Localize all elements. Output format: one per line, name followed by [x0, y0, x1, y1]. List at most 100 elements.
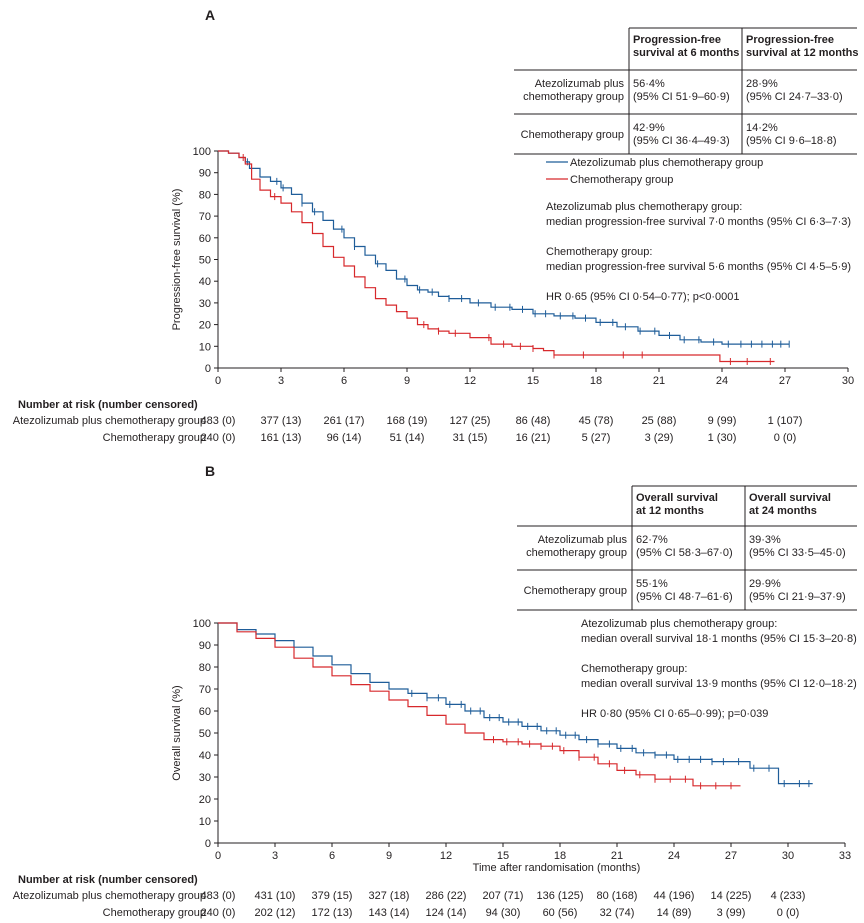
- risk-row-label: Chemotherapy group: [103, 432, 206, 444]
- y-tick-label: 100: [193, 146, 211, 158]
- y-tick-label: 10: [199, 816, 211, 828]
- y-tick-label: 40: [199, 276, 211, 288]
- series-line-chemo: [218, 622, 741, 787]
- y-tick-label: 80: [199, 662, 211, 674]
- annotation: Atezolizumab plus chemotherapy group:: [546, 201, 742, 213]
- x-tick-label: 6: [341, 375, 347, 387]
- risk-value: 379 (15): [312, 890, 353, 902]
- x-tick-label: 6: [329, 850, 335, 862]
- y-tick-label: 0: [205, 363, 211, 375]
- x-tick-label: 12: [440, 850, 452, 862]
- y-tick-label: 90: [199, 640, 211, 652]
- annotation: HR 0·80 (95% CI 0·65–0·99); p=0·039: [581, 708, 768, 720]
- table-row-label: Atezolizumab plus chemotherapy group: [523, 78, 624, 103]
- risk-value: 136 (125): [536, 890, 583, 902]
- table-cell: 55·1% (95% CI 48·7–61·6): [636, 578, 733, 603]
- risk-value: 168 (19): [387, 415, 428, 427]
- x-tick-label: 24: [716, 375, 728, 387]
- y-tick-label: 30: [199, 298, 211, 310]
- x-tick-label: 3: [278, 375, 284, 387]
- risk-value: 3 (29): [645, 432, 674, 444]
- x-tick-label: 27: [725, 850, 737, 862]
- x-tick-label: 3: [272, 850, 278, 862]
- y-tick-label: 10: [199, 341, 211, 353]
- risk-value: 0 (0): [777, 907, 800, 919]
- annotation: median overall survival 18·1 months (95%…: [581, 633, 857, 645]
- risk-value: 202 (12): [255, 907, 296, 919]
- survival-table: Progression-free survival at 6 months Prog…: [514, 27, 859, 155]
- risk-value: 44 (196): [654, 890, 695, 902]
- series-line-chemo: [218, 150, 775, 363]
- table-cell: 28·9% (95% CI 24·7–33·0): [746, 78, 843, 103]
- table-row-label: Chemotherapy group: [524, 585, 627, 597]
- risk-value: 0 (0): [774, 432, 797, 444]
- risk-value: 16 (21): [516, 432, 551, 444]
- risk-value: 25 (88): [642, 415, 677, 427]
- x-tick-label: 9: [404, 375, 410, 387]
- table-header: Overall survival at 24 months: [749, 492, 831, 517]
- panel-label: A: [205, 7, 215, 23]
- x-tick-label: 27: [779, 375, 791, 387]
- table-row-label: Atezolizumab plus chemotherapy group: [526, 534, 627, 559]
- risk-value: 51 (14): [390, 432, 425, 444]
- table-cell: 62·7% (95% CI 58·3–67·0): [636, 534, 733, 559]
- x-tick-label: 12: [464, 375, 476, 387]
- y-tick-label: 90: [199, 168, 211, 180]
- table-header: Progression-free survival at 12 months: [746, 34, 859, 59]
- risk-value: 124 (14): [426, 907, 467, 919]
- x-tick-label: 15: [497, 850, 509, 862]
- risk-value: 286 (22): [426, 890, 467, 902]
- risk-value: 45 (78): [579, 415, 614, 427]
- annotation: Chemotherapy group:: [581, 663, 687, 675]
- risk-value: 31 (15): [453, 432, 488, 444]
- x-tick-label: 24: [668, 850, 680, 862]
- risk-value: 240 (0): [201, 432, 236, 444]
- annotation: HR 0·65 (95% CI 0·54–0·77); p<0·0001: [546, 291, 740, 303]
- annotation: Atezolizumab plus chemotherapy group:: [581, 618, 777, 630]
- risk-value: 240 (0): [201, 907, 236, 919]
- risk-value: 14 (225): [711, 890, 752, 902]
- x-tick-label: 30: [842, 375, 854, 387]
- annotation: median progression-free survival 7·0 mon…: [546, 216, 851, 228]
- y-tick-label: 40: [199, 750, 211, 762]
- y-axis-label: Overall survival (%): [171, 685, 183, 780]
- risk-value: 4 (233): [771, 890, 806, 902]
- series-line-atezo: [218, 622, 813, 785]
- risk-value: 161 (13): [261, 432, 302, 444]
- risk-value: 483 (0): [201, 890, 236, 902]
- risk-row-label: Atezolizumab plus chemotherapy group: [13, 890, 206, 902]
- x-tick-label: 0: [215, 850, 221, 862]
- x-tick-label: 15: [527, 375, 539, 387]
- y-tick-label: 30: [199, 772, 211, 784]
- series-line-atezo: [218, 150, 790, 345]
- table-cell: 56·4% (95% CI 51·9–60·9): [633, 78, 730, 103]
- table-cell: 42·9% (95% CI 36·4–49·3): [633, 122, 730, 147]
- y-tick-label: 50: [199, 255, 211, 267]
- panel-label: B: [205, 463, 215, 479]
- risk-value: 9 (99): [708, 415, 737, 427]
- risk-value: 60 (56): [543, 907, 578, 919]
- risk-value: 327 (18): [369, 890, 410, 902]
- risk-value: 1 (30): [708, 432, 737, 444]
- table-cell: 14·2% (95% CI 9·6–18·8): [746, 122, 837, 147]
- risk-value: 377 (13): [261, 415, 302, 427]
- annotation: median progression-free survival 5·6 mon…: [546, 261, 851, 273]
- risk-table-title: Number at risk (number censored): [18, 399, 198, 411]
- table-cell: 39·3% (95% CI 33·5–45·0): [749, 534, 846, 559]
- y-tick-label: 50: [199, 728, 211, 740]
- survival-table: Overall survival at 12 months Overall surv…: [517, 485, 857, 611]
- risk-table-title: Number at risk (number censored): [18, 874, 198, 886]
- risk-value: 1 (107): [768, 415, 803, 427]
- risk-value: 14 (89): [657, 907, 692, 919]
- risk-row-label: Chemotherapy group: [103, 907, 206, 919]
- table-header: Overall survival at 12 months: [636, 492, 718, 517]
- risk-value: 261 (17): [324, 415, 365, 427]
- y-tick-label: 70: [199, 211, 211, 223]
- x-tick-label: 9: [386, 850, 392, 862]
- risk-value: 86 (48): [516, 415, 551, 427]
- risk-value: 5 (27): [582, 432, 611, 444]
- x-tick-label: 21: [653, 375, 665, 387]
- table-header: Progression-free survival at 6 months: [633, 34, 739, 59]
- y-tick-label: 60: [199, 233, 211, 245]
